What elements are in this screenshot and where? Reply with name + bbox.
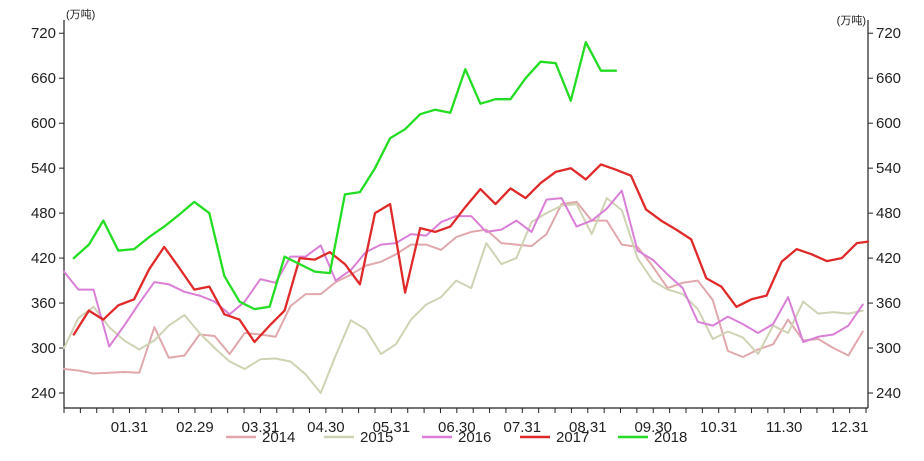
x-tick-label: 08.31 xyxy=(569,419,607,436)
x-tick-label: 10.31 xyxy=(700,419,738,436)
x-tick-label: 09.30 xyxy=(634,419,672,436)
y-tick-label-left: 720 xyxy=(31,25,56,42)
y-tick-label-right: 420 xyxy=(876,250,901,267)
y-unit-label-left: (万吨) xyxy=(66,8,95,21)
y-tick-label-left: 540 xyxy=(31,160,56,177)
x-tick-label: 06.30 xyxy=(438,419,476,436)
x-tick-label: 01.31 xyxy=(111,419,149,436)
x-tick-label: 04.30 xyxy=(307,419,345,436)
y-tick-label-left: 480 xyxy=(31,205,56,222)
y-tick-label-right: 240 xyxy=(876,385,901,402)
y-tick-label-right: 600 xyxy=(876,115,901,132)
x-tick-label: 05.31 xyxy=(373,419,411,436)
series-line-2016 xyxy=(63,189,864,348)
legend: 2014 2015 2016 2017 2018 xyxy=(226,429,687,446)
series-line-2018 xyxy=(72,41,618,311)
x-tick-label: 02.29 xyxy=(176,419,214,436)
y-tick-label-left: 600 xyxy=(31,115,56,132)
series-line-2017 xyxy=(72,163,870,344)
series-line-2015 xyxy=(63,197,864,394)
y-tick-label-right: 540 xyxy=(876,160,901,177)
legend-label-2017: 2017 xyxy=(556,429,589,446)
y-tick-label-right: 480 xyxy=(876,205,901,222)
x-tick-label: 12.31 xyxy=(831,419,869,436)
series-line-2014 xyxy=(63,200,864,375)
x-tick-label: 11.30 xyxy=(766,419,802,436)
legend-label-2014: 2014 xyxy=(262,429,295,446)
legend-label-2018: 2018 xyxy=(654,429,687,446)
y-tick-label-right: 720 xyxy=(876,25,901,42)
y-tick-label-left: 300 xyxy=(31,340,56,357)
y-tick-label-right: 660 xyxy=(876,70,901,87)
y-tick-label-right: 300 xyxy=(876,340,901,357)
axes-layer: (万吨) (万吨) 240 240 300 300 360 360 420 420 480 480 54… xyxy=(31,8,901,436)
y-tick-label-left: 660 xyxy=(31,70,56,87)
legend-label-2015: 2015 xyxy=(360,429,393,446)
series-layer xyxy=(63,41,870,394)
legend-label-2016: 2016 xyxy=(458,429,491,446)
y-tick-label-left: 360 xyxy=(31,295,56,312)
y-tick-label-left: 240 xyxy=(31,385,56,402)
y-tick-label-right: 360 xyxy=(876,295,901,312)
x-tick-label: 03.31 xyxy=(242,419,280,436)
x-tick-label: 07.31 xyxy=(504,419,542,436)
y-tick-label-left: 420 xyxy=(31,250,56,267)
y-unit-label-right: (万吨) xyxy=(837,14,866,27)
